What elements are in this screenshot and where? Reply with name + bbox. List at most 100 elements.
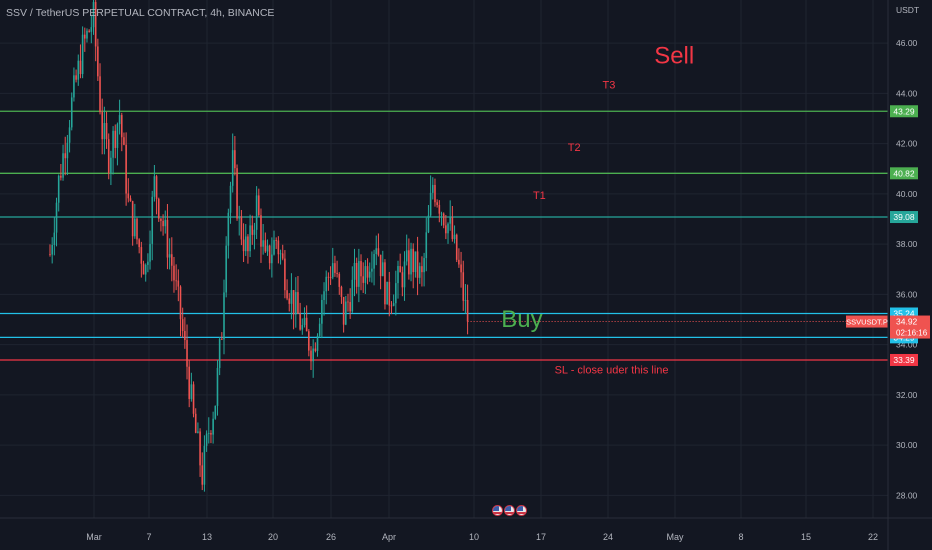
candle-body <box>345 301 347 325</box>
candle-body <box>140 247 143 264</box>
level-price-tag <box>890 353 918 366</box>
candle-body <box>349 302 351 312</box>
candle-body <box>92 2 95 28</box>
candle-body <box>366 266 369 278</box>
candle-body <box>149 243 151 262</box>
candle-body <box>271 254 273 264</box>
candle-body <box>164 219 167 227</box>
candle-body <box>334 263 336 273</box>
candle-body <box>160 218 162 221</box>
candle-body <box>429 192 432 216</box>
us-flag-icon[interactable] <box>492 505 503 516</box>
candle-body <box>229 185 232 213</box>
candle-body <box>73 75 75 98</box>
candle-body <box>308 331 310 351</box>
candle-body <box>157 198 160 219</box>
candle-body <box>290 290 293 304</box>
annotation-sl[interactable]: SL - close uder this line <box>555 365 669 377</box>
candle-body <box>342 296 345 325</box>
annotation-t1[interactable]: T1 <box>533 190 546 202</box>
candle-body <box>373 254 375 269</box>
annotation-t3[interactable]: T3 <box>603 79 616 91</box>
candle-body <box>405 250 408 262</box>
price-axis[interactable]: USDT 28.00 30.00 32.00 34.00 36.00 38.00 40.00 4… <box>846 0 932 550</box>
annotations: Sell T3 T2 T1 Buy SL - close uder this line <box>501 42 694 376</box>
candle-body <box>70 97 73 128</box>
candle-body <box>210 432 212 435</box>
candle-body <box>329 277 332 278</box>
candle-body <box>197 431 199 433</box>
annotation-sell[interactable]: Sell <box>654 42 694 69</box>
candle-body <box>75 75 77 80</box>
candle-body <box>314 348 317 351</box>
candle-body <box>425 232 428 259</box>
candle-body <box>368 271 371 278</box>
last-price-label: 34.92 <box>896 317 918 327</box>
time-tick-label: Apr <box>382 532 396 542</box>
candle-body <box>375 248 378 255</box>
price-tick-label: 30.00 <box>896 440 918 450</box>
candle-body <box>153 176 156 197</box>
candle-body <box>90 27 93 32</box>
candle-body <box>147 261 149 265</box>
candle-body <box>214 405 217 419</box>
candle-body <box>318 323 321 336</box>
candle-body <box>216 367 219 406</box>
candle-body <box>118 115 121 125</box>
candle-body <box>247 236 249 252</box>
candle-body <box>418 266 421 278</box>
symbol-label: SSVUSDT.P <box>846 318 888 327</box>
us-flag-icon[interactable] <box>516 505 527 516</box>
candle-body <box>136 218 138 240</box>
candle-body <box>116 124 119 148</box>
candle-body <box>321 299 323 324</box>
time-tick-label: 8 <box>738 532 743 542</box>
time-axis-bg <box>0 518 888 550</box>
us-flag-icon[interactable] <box>504 505 515 516</box>
candle-body <box>88 30 90 32</box>
candle-body <box>240 216 243 240</box>
candle-body <box>103 123 106 140</box>
candle-body <box>84 34 86 39</box>
candle-body <box>53 232 56 245</box>
candle-body <box>414 251 417 273</box>
candle-body <box>186 340 188 367</box>
candle-body <box>94 2 97 47</box>
candle-body <box>388 281 391 306</box>
candle-body <box>340 286 343 297</box>
candle-body <box>416 251 419 278</box>
candle-body <box>221 338 223 340</box>
time-tick-label: May <box>666 532 684 542</box>
candle-body <box>238 216 241 219</box>
candle-body <box>292 290 295 315</box>
candle-body <box>249 225 251 252</box>
candle-body <box>327 276 330 278</box>
candle-body <box>421 266 423 273</box>
annotation-t2[interactable]: T2 <box>568 142 581 154</box>
candle-body <box>138 239 140 248</box>
price-tick-label: 34.00 <box>896 340 918 350</box>
candle-body <box>260 215 262 247</box>
candle-body <box>101 112 103 140</box>
candle-body <box>181 319 184 331</box>
candle-body <box>395 283 397 304</box>
time-tick-label: 26 <box>326 532 336 542</box>
candle-body <box>288 298 291 304</box>
event-icons[interactable] <box>492 505 527 516</box>
candle-body <box>312 348 314 362</box>
candle-body <box>105 123 108 140</box>
candle-body <box>86 30 88 39</box>
candle-body <box>97 46 99 77</box>
candle-body <box>377 248 380 255</box>
level-price-label: 33.39 <box>893 355 915 365</box>
annotation-buy[interactable]: Buy <box>501 306 542 333</box>
candle-body <box>120 115 123 138</box>
candle-body <box>353 262 356 280</box>
candle-body <box>364 266 367 283</box>
price-tick-label: 42.00 <box>896 139 918 149</box>
candle-body <box>142 263 145 275</box>
candle-body <box>442 213 445 226</box>
